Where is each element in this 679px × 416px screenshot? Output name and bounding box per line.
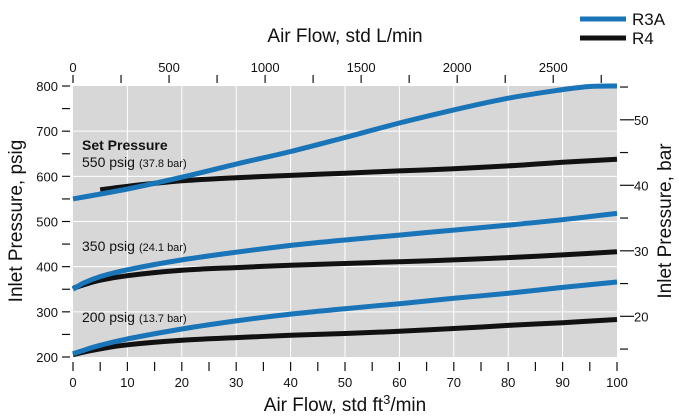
legend-label-r3a: R3A	[632, 10, 666, 29]
x-bottom-tick-label: 30	[229, 375, 243, 390]
y-left-tick-label: 700	[36, 124, 58, 139]
x-top-tick-label: 2500	[539, 60, 568, 75]
series-line-r3a-550	[72, 83, 618, 202]
x-bottom-tick-label: 10	[120, 375, 134, 390]
y-right-tick-label: 40	[634, 178, 648, 193]
tick-labels: 0 10 20 30 40 50 60 70 80 90 100200300400500600700…	[36, 60, 648, 390]
legend-label-r4: R4	[632, 29, 654, 48]
set-pressure-label-550: 550 psig (37.8 bar)	[82, 154, 187, 170]
y-left-axis-title: Inlet Pressure, psig	[6, 140, 27, 303]
y-right-tick-label: 30	[634, 244, 648, 259]
y-left-tick-label: 500	[36, 215, 58, 230]
set-pressure-label-350: 350 psig (24.1 bar)	[82, 238, 187, 254]
x-bottom-tick-label: 60	[392, 375, 406, 390]
axis-ticks	[62, 75, 634, 371]
set-pressure-annotations: Set Pressure 550 psig (37.8 bar) 350 psig…	[82, 137, 187, 325]
x-bottom-tick-label: 100	[606, 375, 628, 390]
series-line-r3a-200	[72, 279, 618, 357]
y-right-axis-title: Inlet Pressure, bar	[655, 143, 676, 299]
y-right-tick-label: 20	[634, 309, 648, 324]
series-line-r4-350	[72, 249, 618, 291]
y-left-tick-label: 400	[36, 260, 58, 275]
x-top-tick-label: 2000	[443, 60, 472, 75]
x-bottom-tick-label: 20	[175, 375, 189, 390]
set-pressure-label-200: 200 psig (13.7 bar)	[82, 309, 187, 325]
y-left-tick-label: 800	[36, 79, 58, 94]
x-top-tick-label: 500	[158, 60, 180, 75]
series-line-r3a-350	[71, 210, 618, 292]
x-bottom-tick-label: 90	[555, 375, 569, 390]
x-bottom-tick-label: 70	[447, 375, 461, 390]
x-bottom-tick-label: 40	[283, 375, 297, 390]
y-left-tick-label: 300	[36, 305, 58, 320]
gridlines	[73, 86, 617, 357]
x-bottom-tick-label: 0	[69, 375, 76, 390]
x-bottom-tick-label: 80	[501, 375, 515, 390]
y-left-tick-label: 200	[36, 350, 58, 365]
series-line-r4-200	[72, 317, 618, 358]
set-pressure-heading: Set Pressure	[82, 137, 168, 153]
x-bottom-tick-label: 50	[338, 375, 352, 390]
x-top-tick-label: 0	[69, 60, 76, 75]
y-right-tick-label: 50	[634, 113, 648, 128]
series-lines	[71, 83, 618, 358]
x-top-tick-label: 1500	[347, 60, 376, 75]
legend: R3A R4	[580, 10, 666, 48]
x-top-axis-title: Air Flow, std L/min	[267, 26, 422, 47]
x-top-tick-label: 1000	[251, 60, 280, 75]
x-bottom-axis-title: Air Flow, std ft3/min	[264, 392, 426, 416]
y-left-tick-label: 600	[36, 169, 58, 184]
